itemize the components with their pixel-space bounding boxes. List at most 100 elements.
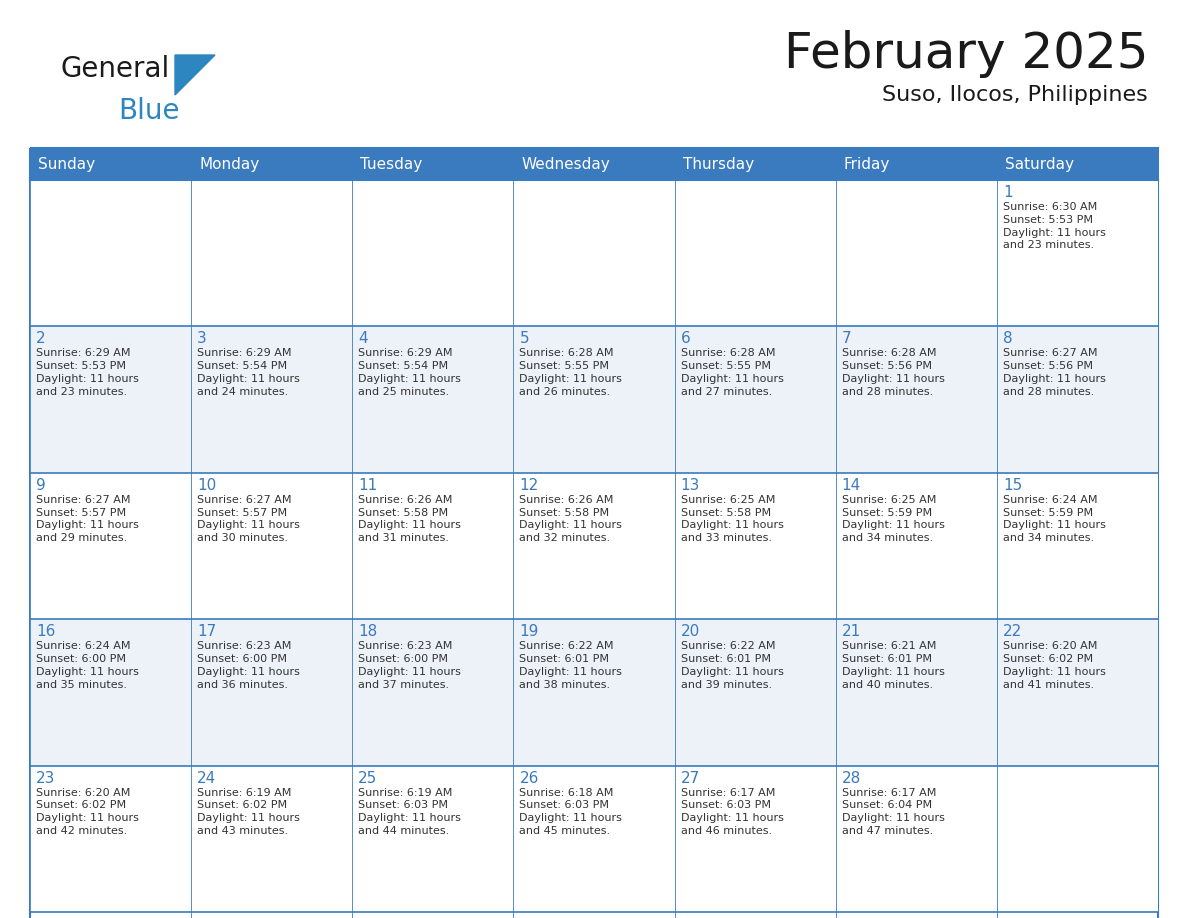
Bar	[835, 180, 997, 327]
Text: Sunrise: 6:29 AM
Sunset: 5:53 PM
Daylight: 11 hours
and 23 minutes.: Sunrise: 6:29 AM Sunset: 5:53 PM Dayligh…	[36, 349, 139, 397]
Text: 20: 20	[681, 624, 700, 639]
Text: 3: 3	[197, 331, 207, 346]
Text: Suso, Ilocos, Philippines: Suso, Ilocos, Philippines	[883, 85, 1148, 105]
Text: Sunrise: 6:17 AM
Sunset: 6:04 PM
Daylight: 11 hours
and 47 minutes.: Sunrise: 6:17 AM Sunset: 6:04 PM Dayligh…	[842, 788, 944, 836]
Bar	[675, 148, 835, 180]
Bar	[835, 620, 997, 766]
Text: 2: 2	[36, 331, 45, 346]
Bar	[997, 620, 1158, 766]
Bar	[30, 766, 191, 912]
Text: Sunrise: 6:19 AM
Sunset: 6:02 PM
Daylight: 11 hours
and 43 minutes.: Sunrise: 6:19 AM Sunset: 6:02 PM Dayligh…	[197, 788, 301, 836]
Bar	[191, 180, 353, 327]
Text: Sunrise: 6:25 AM
Sunset: 5:59 PM
Daylight: 11 hours
and 34 minutes.: Sunrise: 6:25 AM Sunset: 5:59 PM Dayligh…	[842, 495, 944, 543]
Bar	[191, 148, 353, 180]
Bar	[353, 327, 513, 473]
Polygon shape	[175, 55, 215, 95]
Text: Sunrise: 6:24 AM
Sunset: 6:00 PM
Daylight: 11 hours
and 35 minutes.: Sunrise: 6:24 AM Sunset: 6:00 PM Dayligh…	[36, 641, 139, 689]
Bar	[353, 148, 513, 180]
Bar	[353, 180, 513, 327]
Bar	[997, 327, 1158, 473]
Text: 26: 26	[519, 770, 539, 786]
Bar	[835, 148, 997, 180]
Text: 27: 27	[681, 770, 700, 786]
Text: Sunrise: 6:29 AM
Sunset: 5:54 PM
Daylight: 11 hours
and 25 minutes.: Sunrise: 6:29 AM Sunset: 5:54 PM Dayligh…	[359, 349, 461, 397]
Text: Sunrise: 6:24 AM
Sunset: 5:59 PM
Daylight: 11 hours
and 34 minutes.: Sunrise: 6:24 AM Sunset: 5:59 PM Dayligh…	[1003, 495, 1106, 543]
Bar	[30, 620, 191, 766]
Bar	[513, 766, 675, 912]
Text: Sunrise: 6:17 AM
Sunset: 6:03 PM
Daylight: 11 hours
and 46 minutes.: Sunrise: 6:17 AM Sunset: 6:03 PM Dayligh…	[681, 788, 783, 836]
Text: Sunrise: 6:19 AM
Sunset: 6:03 PM
Daylight: 11 hours
and 44 minutes.: Sunrise: 6:19 AM Sunset: 6:03 PM Dayligh…	[359, 788, 461, 836]
Text: 12: 12	[519, 477, 538, 493]
Bar	[835, 473, 997, 620]
Bar	[30, 180, 191, 327]
Text: Sunrise: 6:26 AM
Sunset: 5:58 PM
Daylight: 11 hours
and 31 minutes.: Sunrise: 6:26 AM Sunset: 5:58 PM Dayligh…	[359, 495, 461, 543]
Text: Sunrise: 6:28 AM
Sunset: 5:55 PM
Daylight: 11 hours
and 27 minutes.: Sunrise: 6:28 AM Sunset: 5:55 PM Dayligh…	[681, 349, 783, 397]
Bar	[835, 766, 997, 912]
Text: Sunrise: 6:29 AM
Sunset: 5:54 PM
Daylight: 11 hours
and 24 minutes.: Sunrise: 6:29 AM Sunset: 5:54 PM Dayligh…	[197, 349, 301, 397]
Text: 19: 19	[519, 624, 539, 639]
Text: Friday: Friday	[843, 156, 890, 172]
Bar	[675, 180, 835, 327]
Text: 8: 8	[1003, 331, 1012, 346]
Bar	[997, 180, 1158, 327]
Bar	[191, 327, 353, 473]
Text: Sunrise: 6:21 AM
Sunset: 6:01 PM
Daylight: 11 hours
and 40 minutes.: Sunrise: 6:21 AM Sunset: 6:01 PM Dayligh…	[842, 641, 944, 689]
Bar	[835, 327, 997, 473]
Text: Monday: Monday	[200, 156, 259, 172]
Text: 15: 15	[1003, 477, 1022, 493]
Bar	[513, 327, 675, 473]
Text: 6: 6	[681, 331, 690, 346]
Text: 21: 21	[842, 624, 861, 639]
Text: 28: 28	[842, 770, 861, 786]
Text: 17: 17	[197, 624, 216, 639]
Text: 23: 23	[36, 770, 56, 786]
Bar	[191, 766, 353, 912]
Text: Sunrise: 6:30 AM
Sunset: 5:53 PM
Daylight: 11 hours
and 23 minutes.: Sunrise: 6:30 AM Sunset: 5:53 PM Dayligh…	[1003, 202, 1106, 251]
Bar	[30, 148, 191, 180]
Bar	[675, 620, 835, 766]
Text: 7: 7	[842, 331, 852, 346]
Text: 1: 1	[1003, 185, 1012, 200]
Text: 13: 13	[681, 477, 700, 493]
Text: 5: 5	[519, 331, 529, 346]
Bar	[513, 180, 675, 327]
Bar	[353, 473, 513, 620]
Bar	[191, 620, 353, 766]
Text: General: General	[61, 55, 169, 83]
Text: 22: 22	[1003, 624, 1022, 639]
Text: Sunday: Sunday	[38, 156, 95, 172]
Text: Sunrise: 6:28 AM
Sunset: 5:55 PM
Daylight: 11 hours
and 26 minutes.: Sunrise: 6:28 AM Sunset: 5:55 PM Dayligh…	[519, 349, 623, 397]
Text: 10: 10	[197, 477, 216, 493]
Bar	[675, 766, 835, 912]
Text: 14: 14	[842, 477, 861, 493]
Bar	[191, 473, 353, 620]
Text: Sunrise: 6:23 AM
Sunset: 6:00 PM
Daylight: 11 hours
and 37 minutes.: Sunrise: 6:23 AM Sunset: 6:00 PM Dayligh…	[359, 641, 461, 689]
Text: Blue: Blue	[118, 97, 179, 125]
Text: Sunrise: 6:20 AM
Sunset: 6:02 PM
Daylight: 11 hours
and 42 minutes.: Sunrise: 6:20 AM Sunset: 6:02 PM Dayligh…	[36, 788, 139, 836]
Text: February 2025: February 2025	[784, 30, 1148, 78]
Text: Tuesday: Tuesday	[360, 156, 423, 172]
Text: Sunrise: 6:22 AM
Sunset: 6:01 PM
Daylight: 11 hours
and 39 minutes.: Sunrise: 6:22 AM Sunset: 6:01 PM Dayligh…	[681, 641, 783, 689]
Bar	[30, 327, 191, 473]
Text: Thursday: Thursday	[683, 156, 753, 172]
Text: 25: 25	[359, 770, 378, 786]
Text: Sunrise: 6:27 AM
Sunset: 5:56 PM
Daylight: 11 hours
and 28 minutes.: Sunrise: 6:27 AM Sunset: 5:56 PM Dayligh…	[1003, 349, 1106, 397]
Bar	[353, 766, 513, 912]
Text: Sunrise: 6:18 AM
Sunset: 6:03 PM
Daylight: 11 hours
and 45 minutes.: Sunrise: 6:18 AM Sunset: 6:03 PM Dayligh…	[519, 788, 623, 836]
Text: Sunrise: 6:28 AM
Sunset: 5:56 PM
Daylight: 11 hours
and 28 minutes.: Sunrise: 6:28 AM Sunset: 5:56 PM Dayligh…	[842, 349, 944, 397]
Bar	[997, 473, 1158, 620]
Text: Sunrise: 6:22 AM
Sunset: 6:01 PM
Daylight: 11 hours
and 38 minutes.: Sunrise: 6:22 AM Sunset: 6:01 PM Dayligh…	[519, 641, 623, 689]
Bar	[353, 620, 513, 766]
Bar	[30, 148, 1158, 918]
Text: Sunrise: 6:27 AM
Sunset: 5:57 PM
Daylight: 11 hours
and 30 minutes.: Sunrise: 6:27 AM Sunset: 5:57 PM Dayligh…	[197, 495, 301, 543]
Text: Sunrise: 6:20 AM
Sunset: 6:02 PM
Daylight: 11 hours
and 41 minutes.: Sunrise: 6:20 AM Sunset: 6:02 PM Dayligh…	[1003, 641, 1106, 689]
Bar	[997, 148, 1158, 180]
Text: 11: 11	[359, 477, 378, 493]
Bar	[513, 473, 675, 620]
Text: 18: 18	[359, 624, 378, 639]
Text: 4: 4	[359, 331, 368, 346]
Text: Sunrise: 6:23 AM
Sunset: 6:00 PM
Daylight: 11 hours
and 36 minutes.: Sunrise: 6:23 AM Sunset: 6:00 PM Dayligh…	[197, 641, 301, 689]
Text: 16: 16	[36, 624, 56, 639]
Bar	[513, 148, 675, 180]
Text: Saturday: Saturday	[1005, 156, 1074, 172]
